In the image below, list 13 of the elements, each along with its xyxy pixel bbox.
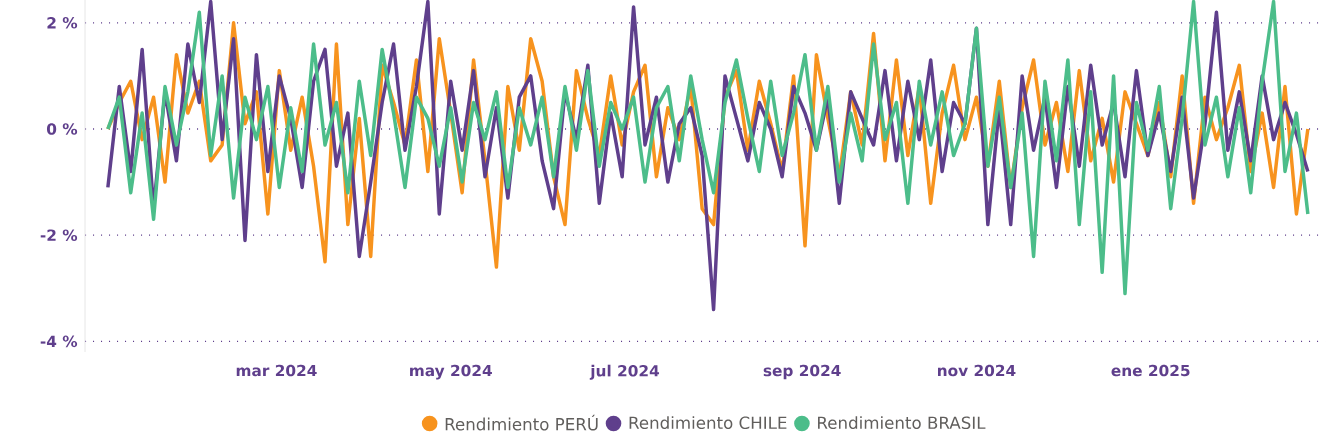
y-tick-label: 2 % xyxy=(47,17,78,29)
x-tick-label: ene 2025 xyxy=(1111,364,1190,377)
x-tick-label: jul 2024 xyxy=(589,364,660,380)
x-tick-label: nov 2024 xyxy=(938,364,1016,377)
y-tick-label: -4 % xyxy=(40,335,78,348)
y-tick-label: -2 % xyxy=(40,229,78,241)
x-tick-label: mar 2024 xyxy=(236,364,317,377)
x-tick-label: may 2024 xyxy=(410,364,492,380)
y-tick-label: 0 % xyxy=(46,123,78,135)
legend-label: Rendimiento BRASIL xyxy=(818,416,986,430)
legend-label: Rendimiento PERÚ xyxy=(445,414,598,431)
legend-label: Rendimiento CHILE xyxy=(629,416,787,430)
x-tick-label: sep 2024 xyxy=(763,364,841,380)
